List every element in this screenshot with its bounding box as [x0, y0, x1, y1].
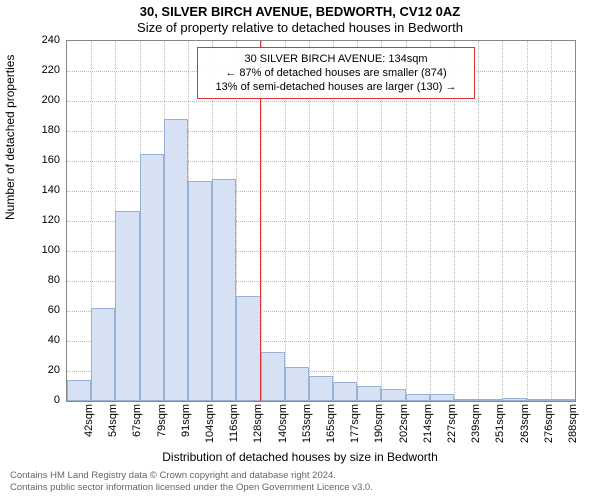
title-line2: Size of property relative to detached ho…: [0, 20, 600, 36]
histogram-bar: [430, 394, 454, 402]
x-tick-label: 190sqm: [373, 404, 385, 443]
histogram-bar: [140, 154, 164, 402]
y-tick-label: 200: [30, 94, 60, 106]
x-tick-label: 239sqm: [470, 404, 482, 443]
x-tick-label: 42sqm: [83, 404, 95, 437]
plot-area: 30 SILVER BIRCH AVENUE: 134sqm← 87% of d…: [66, 40, 576, 402]
title-block: 30, SILVER BIRCH AVENUE, BEDWORTH, CV12 …: [0, 4, 600, 36]
y-tick-label: 160: [30, 154, 60, 166]
histogram-bar: [309, 376, 333, 402]
x-tick-label: 263sqm: [519, 404, 531, 443]
y-tick-label: 100: [30, 244, 60, 256]
histogram-bar: [406, 394, 430, 402]
y-tick-label: 240: [30, 34, 60, 46]
histogram-bar: [381, 389, 405, 401]
x-tick-label: 276sqm: [543, 404, 555, 443]
y-tick-label: 60: [30, 304, 60, 316]
footer-attribution: Contains HM Land Registry data © Crown c…: [10, 470, 590, 494]
histogram-bar: [357, 386, 381, 401]
x-tick-label: 153sqm: [301, 404, 313, 443]
histogram-bar: [502, 398, 526, 401]
annotation-line3: 13% of semi-detached houses are larger (…: [206, 80, 466, 94]
y-tick-label: 120: [30, 214, 60, 226]
x-tick-label: 214sqm: [422, 404, 434, 443]
annotation-line1: 30 SILVER BIRCH AVENUE: 134sqm: [206, 52, 466, 66]
histogram-bar: [527, 399, 551, 401]
y-tick-label: 80: [30, 274, 60, 286]
x-tick-label: 91sqm: [180, 404, 192, 437]
y-tick-label: 0: [30, 394, 60, 406]
histogram-bar: [261, 352, 285, 402]
x-tick-label: 104sqm: [204, 404, 216, 443]
y-tick-label: 220: [30, 64, 60, 76]
footer-line1: Contains HM Land Registry data © Crown c…: [10, 470, 590, 482]
y-tick-label: 20: [30, 364, 60, 376]
x-tick-label: 116sqm: [228, 404, 240, 442]
histogram-bar: [164, 119, 188, 401]
x-tick-label: 177sqm: [349, 404, 361, 443]
x-axis-label: Distribution of detached houses by size …: [0, 450, 600, 464]
title-line1: 30, SILVER BIRCH AVENUE, BEDWORTH, CV12 …: [0, 4, 600, 20]
x-tick-label: 202sqm: [398, 404, 410, 443]
y-tick-label: 180: [30, 124, 60, 136]
annotation-line2: ← 87% of detached houses are smaller (87…: [206, 66, 466, 80]
histogram-bar: [285, 367, 309, 402]
histogram-bar: [188, 181, 212, 402]
x-tick-label: 54sqm: [107, 404, 119, 437]
x-tick-label: 227sqm: [446, 404, 458, 443]
histogram-bar: [67, 380, 91, 401]
y-axis-label: Number of detached properties: [3, 55, 17, 220]
x-tick-label: 251sqm: [494, 404, 506, 443]
y-tick-label: 140: [30, 184, 60, 196]
histogram-bar: [91, 308, 115, 401]
chart-container: 30, SILVER BIRCH AVENUE, BEDWORTH, CV12 …: [0, 0, 600, 500]
histogram-bar: [551, 399, 575, 401]
x-tick-label: 128sqm: [252, 404, 264, 443]
histogram-bar: [236, 296, 260, 401]
histogram-bar: [333, 382, 357, 402]
annotation-box: 30 SILVER BIRCH AVENUE: 134sqm← 87% of d…: [197, 47, 475, 99]
histogram-bar: [212, 179, 236, 401]
histogram-bar: [454, 399, 478, 401]
x-tick-label: 67sqm: [131, 404, 143, 437]
y-tick-label: 40: [30, 334, 60, 346]
footer-line2: Contains public sector information licen…: [10, 482, 590, 494]
x-tick-label: 79sqm: [156, 404, 168, 437]
x-tick-label: 165sqm: [325, 404, 337, 443]
histogram-bar: [478, 399, 502, 401]
x-tick-label: 288sqm: [567, 404, 579, 443]
histogram-bar: [115, 211, 139, 402]
x-tick-label: 140sqm: [277, 404, 289, 443]
